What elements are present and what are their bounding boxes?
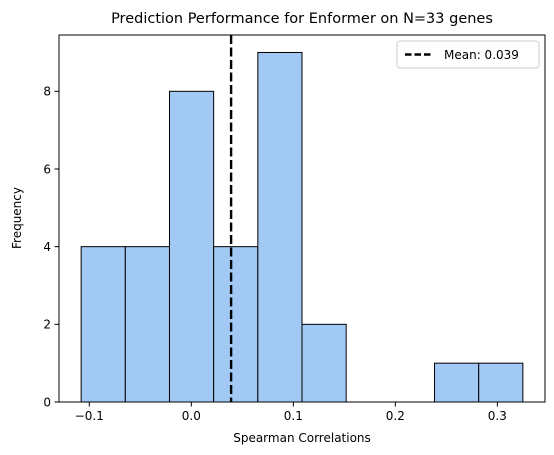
bars-group bbox=[80, 51, 524, 403]
y-tick-label: 8 bbox=[43, 85, 51, 99]
x-tick-label: 0.1 bbox=[284, 409, 303, 423]
x-tick-label: 0.2 bbox=[386, 409, 405, 423]
histogram-bar bbox=[257, 51, 303, 403]
histogram-bar bbox=[434, 362, 480, 403]
legend-mean-label: Mean: 0.039 bbox=[444, 48, 519, 62]
histogram-bar bbox=[478, 362, 524, 403]
y-tick-label: 2 bbox=[43, 318, 51, 332]
y-tick-label: 4 bbox=[43, 240, 51, 254]
x-tick-label: 0.3 bbox=[488, 409, 507, 423]
x-axis-ticks: −0.1 0.0 0.1 0.2 0.3 bbox=[75, 402, 507, 423]
histogram-bar bbox=[213, 246, 259, 403]
legend: Mean: 0.039 bbox=[396, 40, 540, 69]
chart-title: Prediction Performance for Enformer on N… bbox=[111, 11, 493, 27]
y-tick-label: 0 bbox=[43, 395, 51, 409]
x-tick-label: 0.0 bbox=[182, 409, 201, 423]
histogram-bar bbox=[80, 246, 126, 403]
histogram-bar bbox=[168, 90, 215, 403]
legend-box bbox=[396, 40, 540, 69]
histogram-bar bbox=[301, 323, 347, 403]
x-axis-label: Spearman Correlations bbox=[233, 431, 371, 445]
y-axis-ticks: 0 2 4 6 8 bbox=[43, 85, 59, 409]
y-axis-label: Frequency bbox=[10, 187, 24, 249]
plot-frame bbox=[58, 34, 546, 403]
x-tick-label: −0.1 bbox=[75, 409, 104, 423]
histogram-bar bbox=[124, 246, 170, 403]
y-tick-label: 6 bbox=[43, 162, 51, 176]
